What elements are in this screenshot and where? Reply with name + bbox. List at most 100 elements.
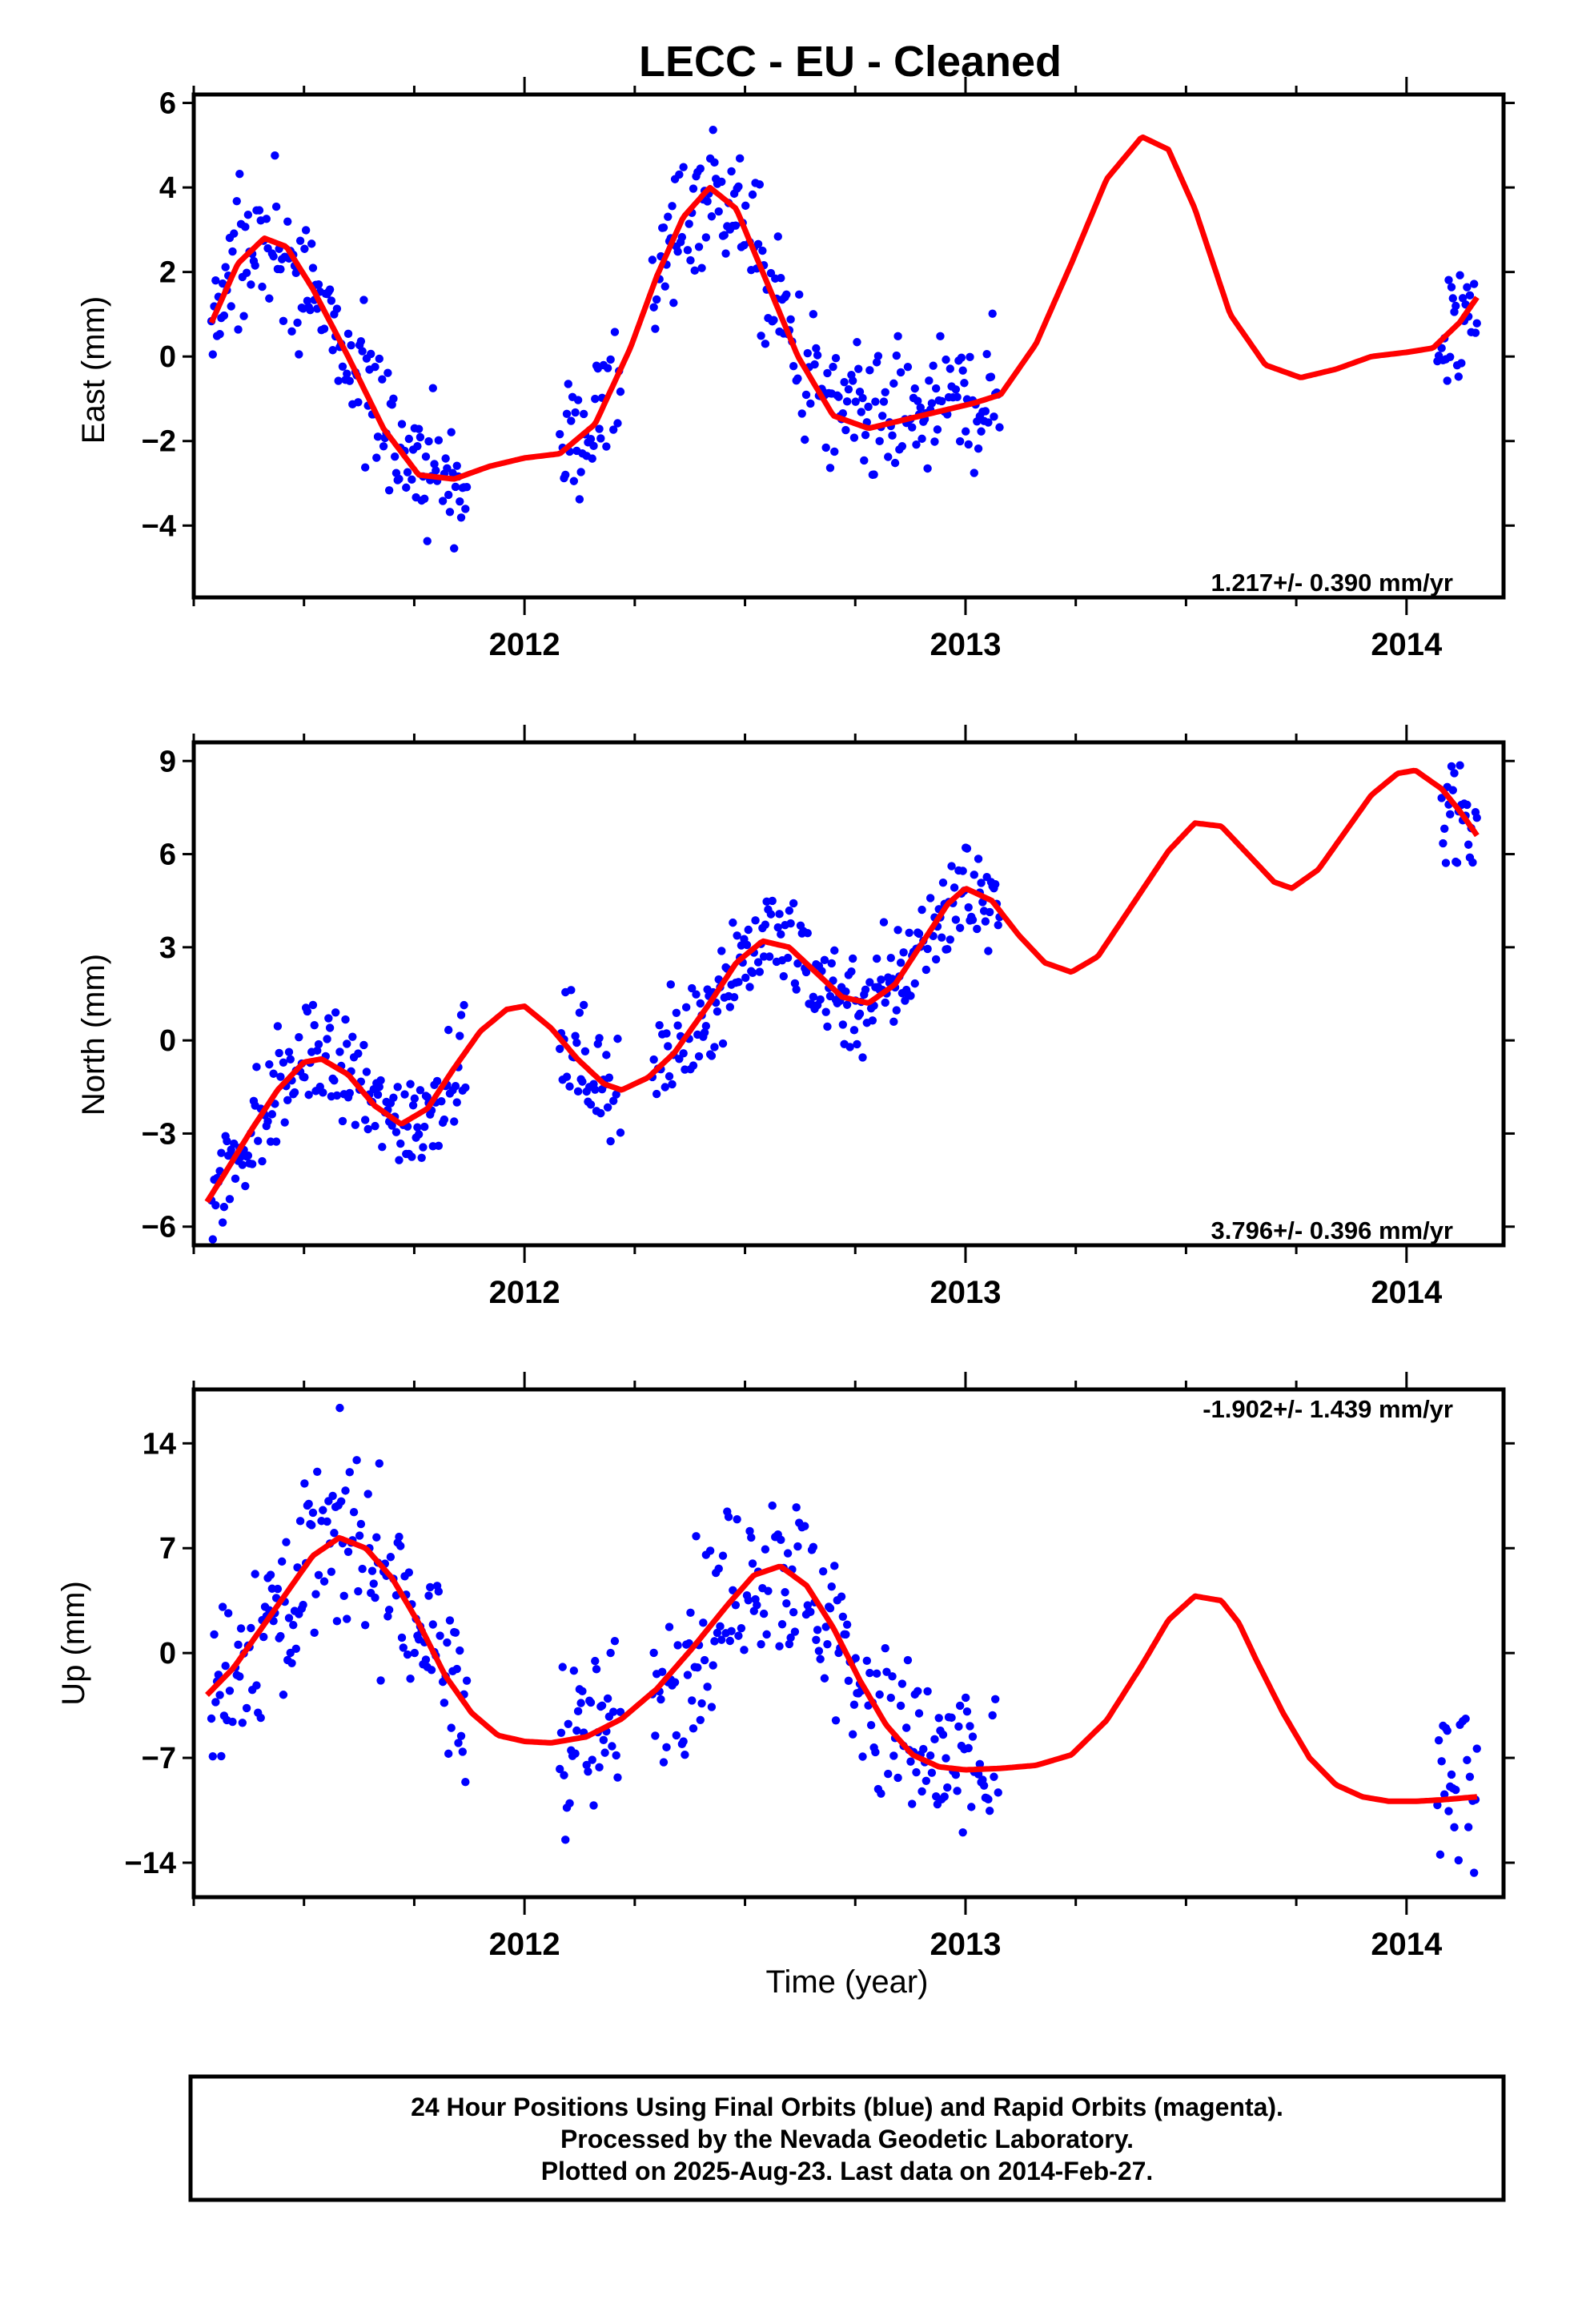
up-observation-point bbox=[462, 1676, 472, 1685]
north-observation-point bbox=[655, 1020, 664, 1030]
up-observation-point bbox=[589, 1801, 598, 1810]
north-observation-point bbox=[1439, 838, 1447, 848]
up-observation-point bbox=[951, 1771, 961, 1779]
north-observation-point bbox=[219, 1202, 229, 1212]
north-observation-point bbox=[673, 1021, 682, 1030]
north-observation-point bbox=[308, 1000, 318, 1010]
up-observation-point bbox=[372, 1533, 381, 1542]
north-observation-point bbox=[977, 879, 986, 887]
north-observation-point bbox=[613, 1034, 622, 1043]
up-observation-point bbox=[440, 1699, 449, 1707]
up-observation-point bbox=[733, 1514, 741, 1524]
east-observation-point bbox=[208, 350, 217, 359]
east-observation-point bbox=[1448, 294, 1457, 303]
north-observation-point bbox=[562, 1072, 572, 1081]
east-observation-point bbox=[942, 355, 950, 364]
east-observation-point bbox=[295, 236, 305, 245]
up-observation-point bbox=[700, 1655, 709, 1665]
north-observation-point bbox=[325, 1023, 335, 1032]
up-observation-point bbox=[1444, 1807, 1453, 1815]
north-observation-point bbox=[692, 990, 701, 999]
north-observation-point bbox=[803, 929, 812, 938]
east-observation-point bbox=[961, 427, 970, 436]
north-observation-point bbox=[664, 1042, 673, 1051]
north-observation-point bbox=[413, 1123, 422, 1132]
east-observation-point bbox=[951, 385, 961, 394]
up-observation-point bbox=[214, 1671, 223, 1679]
north-observation-point bbox=[400, 1090, 409, 1099]
east-observation-point bbox=[648, 255, 657, 264]
up-observation-point bbox=[921, 1776, 931, 1785]
east-observation-point bbox=[287, 327, 296, 336]
up-observation-point bbox=[886, 1693, 895, 1703]
north-observation-point bbox=[938, 933, 946, 942]
up-observation-point bbox=[1470, 1868, 1479, 1877]
up-observation-point bbox=[658, 1667, 667, 1676]
east-y-tick-label: 6 bbox=[159, 87, 176, 121]
east-observation-point bbox=[1456, 271, 1464, 279]
north-observation-point bbox=[847, 967, 856, 976]
north-observation-point bbox=[1447, 762, 1456, 771]
north-observation-point bbox=[1437, 794, 1446, 802]
up-observation-point bbox=[882, 1667, 891, 1676]
east-observation-point bbox=[603, 364, 612, 372]
east-observation-point bbox=[334, 376, 343, 385]
north-observation-point bbox=[345, 1088, 354, 1098]
east-observation-point bbox=[215, 330, 224, 339]
north-observation-point bbox=[414, 1130, 424, 1139]
north-observation-point bbox=[359, 1040, 368, 1050]
east-observation-point bbox=[871, 397, 880, 406]
east-observation-point bbox=[823, 368, 832, 378]
east-observation-point bbox=[251, 261, 259, 270]
up-observation-point bbox=[256, 1713, 265, 1723]
north-observation-point bbox=[777, 930, 785, 939]
north-observation-point bbox=[950, 883, 959, 892]
north-observation-point bbox=[779, 971, 789, 981]
up-observation-point bbox=[1464, 1823, 1473, 1831]
east-observation-point bbox=[416, 432, 425, 442]
east-observation-point bbox=[731, 221, 741, 230]
up-observation-point bbox=[341, 1486, 350, 1495]
up-observation-point bbox=[699, 1618, 708, 1627]
east-observation-point bbox=[283, 217, 292, 226]
up-observation-point bbox=[592, 1665, 601, 1674]
north-observation-point bbox=[408, 1101, 418, 1110]
footer-line-1: 24 Hour Positions Using Final Orbits (bl… bbox=[411, 2093, 1283, 2121]
north-observation-point bbox=[571, 1031, 580, 1040]
north-panel: North (mm) 3.796+/- 0.396 mm/yr 2012 2013… bbox=[76, 725, 1515, 1310]
up-observation-point bbox=[649, 1648, 658, 1658]
north-observation-point bbox=[700, 1028, 709, 1037]
east-observation-point bbox=[813, 351, 822, 360]
east-observation-point bbox=[990, 412, 998, 421]
north-observation-point bbox=[789, 899, 798, 908]
up-observation-point bbox=[777, 1620, 787, 1629]
east-observation-point bbox=[221, 263, 230, 271]
up-observation-point bbox=[670, 1678, 680, 1687]
up-observation-point bbox=[217, 1751, 226, 1761]
north-observation-point bbox=[689, 1061, 698, 1070]
east-observation-point bbox=[228, 247, 237, 256]
north-observation-point bbox=[252, 1063, 261, 1072]
up-observation-point bbox=[352, 1456, 361, 1465]
east-x-tick-label: 2012 bbox=[489, 627, 560, 662]
up-observation-point bbox=[588, 1755, 596, 1764]
north-observation-point bbox=[858, 1053, 867, 1062]
east-observation-point bbox=[694, 243, 704, 251]
east-observation-point bbox=[825, 464, 835, 472]
up-y-tick-label: −7 bbox=[142, 1742, 176, 1775]
north-observation-point bbox=[596, 1108, 605, 1118]
up-observation-point bbox=[903, 1655, 913, 1665]
north-observation-point bbox=[931, 955, 941, 964]
north-observation-point bbox=[578, 1077, 587, 1086]
north-observation-point bbox=[914, 929, 924, 939]
north-observation-point bbox=[241, 1181, 250, 1191]
north-observation-point bbox=[243, 1151, 253, 1160]
north-observation-point bbox=[681, 1003, 691, 1012]
up-observation-point bbox=[753, 1601, 761, 1610]
north-observation-point bbox=[591, 1085, 600, 1094]
north-observation-point bbox=[437, 1097, 446, 1106]
up-observation-point bbox=[917, 1787, 926, 1796]
north-observation-point bbox=[608, 1096, 618, 1105]
up-observation-point bbox=[295, 1517, 305, 1526]
up-observation-point bbox=[452, 1664, 461, 1674]
